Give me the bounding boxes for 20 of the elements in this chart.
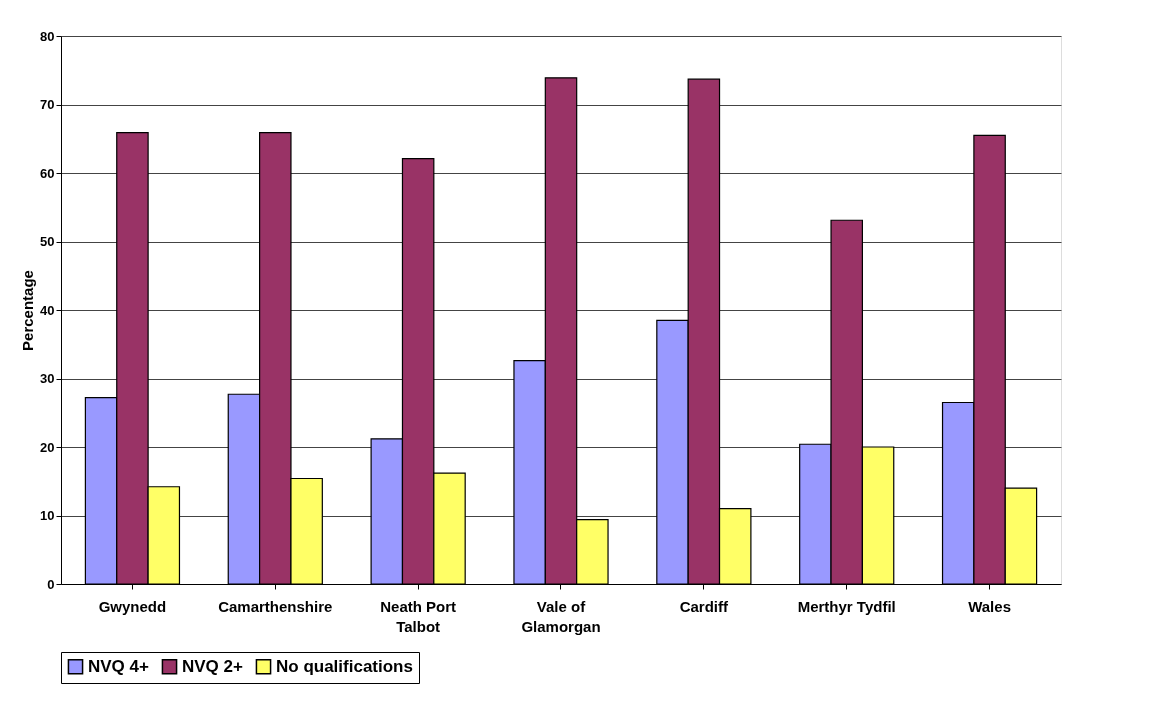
y-tick-label: 20 (40, 439, 55, 455)
x-tick-label: Vale of Glamorgan (521, 597, 601, 635)
y-tick-label: 40 (40, 302, 55, 318)
y-tick-label: 80 (40, 28, 55, 44)
y-tick-label: 70 (40, 97, 55, 112)
legend-label: No qualifications (276, 656, 413, 676)
y-tick-label: 0 (47, 576, 55, 592)
y-tick-label: 50 (40, 234, 55, 249)
legend-label: NVQ 4+ (88, 656, 150, 676)
y-axis-title: Percentage (19, 270, 37, 351)
x-tick-label: Gwynedd (98, 597, 167, 615)
x-tick-label: Wales (968, 597, 1011, 615)
x-tick-label: Cardiff (679, 597, 730, 615)
legend-label: NVQ 2+ (182, 656, 244, 676)
y-tick-label: 60 (40, 165, 55, 181)
x-tick-label: Neath Port Talbot (380, 597, 457, 635)
y-tick-label: 30 (40, 371, 55, 386)
x-tick-label: Merthyr Tydfil (797, 597, 896, 615)
x-tick-label: Camarthenshire (218, 597, 333, 615)
y-tick-label: 10 (40, 508, 55, 523)
